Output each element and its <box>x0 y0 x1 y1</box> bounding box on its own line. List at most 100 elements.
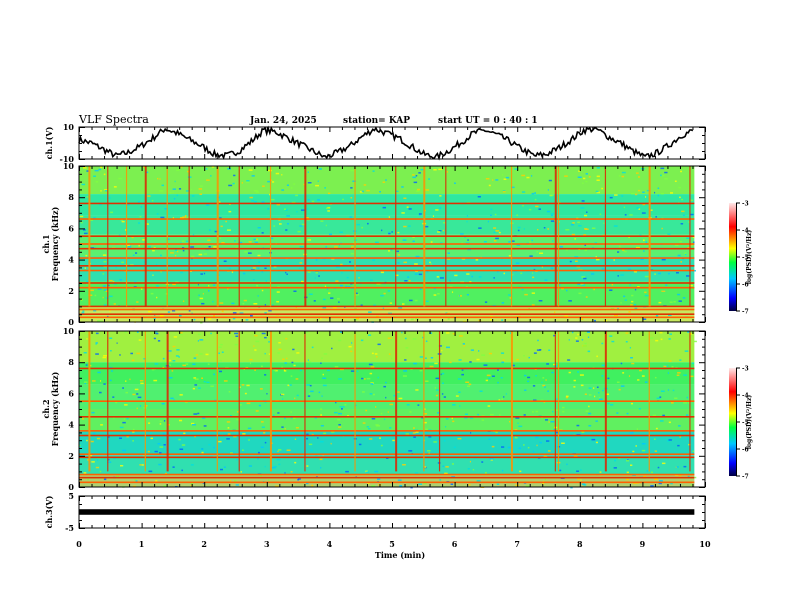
spectrogram-cell <box>352 180 356 182</box>
spectrogram-cell <box>234 332 239 335</box>
spectrogram-cell <box>524 374 527 377</box>
spectrogram-cell <box>379 191 381 193</box>
spectrogram-cell <box>424 431 428 433</box>
spectrogram-cell <box>642 318 647 320</box>
spectrogram-cell <box>326 207 330 210</box>
spectrogram-cell <box>159 452 162 454</box>
spectrogram-cell <box>602 389 604 392</box>
spectrogram-cell <box>588 394 592 396</box>
spectrogram-cell <box>255 340 260 343</box>
spectrogram-cell <box>102 285 107 287</box>
spectrogram-cell <box>527 380 530 383</box>
spectrogram-burst <box>604 166 607 307</box>
spectrogram-cell <box>476 480 481 482</box>
spectrogram-cell <box>248 252 252 254</box>
spectrogram-cell <box>278 342 281 344</box>
spectrogram-cell <box>103 355 107 357</box>
spectrogram-cell <box>192 424 196 426</box>
spectrogram-cell <box>492 179 494 181</box>
colorbar-tick-label: -7 <box>742 309 749 316</box>
spectrogram-cell <box>688 284 693 287</box>
spectrogram-cell <box>516 244 521 246</box>
spectrogram-cell <box>182 300 185 302</box>
spectrogram-cell <box>614 194 618 196</box>
spectrogram-cell <box>418 172 421 174</box>
spectrogram-cell <box>544 279 548 281</box>
spectrogram-cell <box>682 297 686 299</box>
spectrogram-cell <box>270 179 273 182</box>
spectrogram-cell <box>429 365 434 368</box>
spectrogram-cell <box>206 431 209 433</box>
spectrogram-cell <box>239 404 242 406</box>
spectrogram-cell <box>141 464 144 466</box>
spectrogram-cell <box>533 268 536 271</box>
spectrogram-cell <box>254 349 257 351</box>
spectrogram-cell <box>678 474 682 477</box>
spectrogram-cell <box>561 442 565 444</box>
spectrogram-cell <box>385 381 387 384</box>
spectrogram-cell <box>557 284 561 286</box>
spectrogram-cell <box>266 393 268 395</box>
spectrogram-cell <box>132 431 135 433</box>
spectrogram-cell <box>654 438 656 440</box>
spectrogram-cell <box>347 286 351 288</box>
spectrogram-cell <box>147 450 150 453</box>
spectrogram-cell <box>276 291 280 293</box>
spectrogram-cell <box>375 424 379 426</box>
spectrogram-cell <box>425 189 430 191</box>
spectrogram-band <box>79 194 695 216</box>
spectrogram-cell <box>102 273 105 275</box>
spectrogram-cell <box>684 350 689 352</box>
spectrogram-cell <box>339 231 343 233</box>
spectrogram-cell <box>659 480 663 482</box>
spectrogram-cell <box>173 336 178 338</box>
spectrogram-cell <box>331 431 335 433</box>
spectrogram-cell <box>278 348 282 351</box>
spectrogram-cell <box>182 216 187 218</box>
spectrogram-cell <box>181 469 183 472</box>
spectrogram-cell <box>341 408 343 410</box>
spectrogram-cell <box>629 214 633 216</box>
spectrogram-cell <box>180 217 184 219</box>
spectrogram-cell <box>518 425 523 428</box>
spectrogram-cell <box>83 167 87 169</box>
spectrogram-cell <box>446 332 450 334</box>
spectrogram-cell <box>387 337 392 339</box>
spectrogram-cell <box>523 355 525 357</box>
spectrogram-cell <box>573 449 575 452</box>
spectrogram-cell <box>285 337 288 340</box>
spectrogram-cell <box>512 273 514 276</box>
spectrogram-cell <box>110 211 113 214</box>
spectrogram-line <box>79 313 695 315</box>
spectrogram-cell <box>260 475 263 477</box>
spectrogram-cell <box>515 484 520 486</box>
spectrogram-cell <box>670 482 673 485</box>
spectrogram-cell <box>211 166 215 168</box>
spectrogram-cell <box>174 180 176 183</box>
spectrogram-cell <box>660 390 665 392</box>
spectrogram-cell <box>678 425 681 427</box>
spectrogram-cell <box>581 284 585 286</box>
spectrogram-cell <box>511 240 515 242</box>
spectrogram-cell <box>361 377 364 380</box>
spectrogram-cell <box>627 459 629 461</box>
spectrogram-cell <box>580 384 584 387</box>
spectrogram-cell <box>646 189 651 192</box>
spectrogram-cell <box>683 465 687 468</box>
spectrogram-band <box>79 234 695 257</box>
spectrogram-cell <box>622 372 625 374</box>
spectrogram-cell <box>324 187 326 189</box>
spectrogram-burst <box>354 331 356 472</box>
spectrogram-cell <box>438 345 442 347</box>
spectrogram-cell <box>118 177 123 180</box>
spectrogram-cell <box>148 422 151 424</box>
spectrogram-cell <box>584 342 587 345</box>
spectrogram-cell <box>277 352 280 354</box>
spectrogram-cell <box>454 274 458 277</box>
spectrogram-cell <box>634 303 637 306</box>
spectrogram-cell <box>481 354 486 356</box>
spectrogram-cell <box>162 357 165 360</box>
time-tick-label: 8 <box>577 539 583 549</box>
spectrogram-cell <box>546 210 551 213</box>
spectrogram-cell <box>360 304 363 306</box>
